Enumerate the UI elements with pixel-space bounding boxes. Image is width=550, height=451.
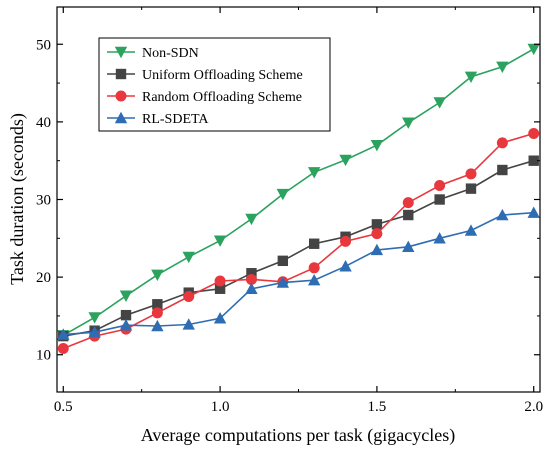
data-point [182,251,195,264]
data-point [307,167,321,179]
legend-marker [114,46,128,59]
y-tick-label: 30 [36,193,51,209]
data-point [527,43,540,56]
data-point [119,319,133,331]
series-line-2 [63,132,534,350]
data-point [339,260,352,272]
data-point [214,275,226,287]
series-3 [57,206,540,340]
data-point [339,154,352,167]
legend-entry-2: Random Offloading Scheme [107,90,302,105]
data-point [151,319,164,332]
data-point [152,299,163,310]
data-point [371,219,383,230]
series-0 [57,43,540,342]
data-point [371,228,383,240]
data-point [214,283,226,294]
data-point [402,197,414,209]
data-point [277,255,289,267]
data-point [307,274,321,286]
x-tick-label: 2.0 [524,399,543,415]
data-point [434,194,445,205]
data-point [496,208,509,221]
series-layer [57,43,540,355]
data-point [496,61,509,73]
data-point [57,343,69,355]
y-tick-label: 50 [36,37,51,53]
data-point [308,262,320,274]
y-tick-label: 40 [36,115,51,131]
legend-entry-1: Uniform Offloading Scheme [107,68,303,83]
legend-marker [115,68,127,80]
y-tick-label: 10 [36,348,51,364]
x-tick-label: 1.0 [211,399,230,415]
y-tick-label: 20 [36,270,51,286]
data-point [57,328,70,340]
x-tick-label: 0.5 [54,399,73,415]
series-line-0 [62,48,535,336]
data-point [120,309,132,321]
data-point [119,290,133,302]
legend-box [98,37,331,132]
data-point [402,240,415,253]
series-line-1 [63,159,534,337]
data-point [88,312,101,324]
data-point [370,243,384,256]
legend: Non-SDN Uniform Offloading Scheme Random O… [98,37,331,132]
data-point [433,97,446,109]
legend-label: Non-SDN [142,46,199,61]
legend-marker [115,90,127,102]
data-point [528,128,540,140]
series-2 [57,128,540,355]
data-point [434,180,446,192]
data-point [245,273,257,285]
data-point [464,224,478,236]
data-point [496,137,508,149]
legend-label: Random Offloading Scheme [142,90,302,105]
data-point [245,213,258,226]
data-point [151,307,163,319]
data-point [213,235,227,247]
data-point [276,276,290,288]
data-point [340,235,352,247]
data-point [465,168,477,180]
data-point [213,312,227,324]
data-point [246,268,257,279]
legend-entry-3: RL-SDETA [107,111,209,127]
ticks-layer: 0.5 1.0 1.5 2.0 10 20 30 40 50 [36,7,543,415]
series-line-3 [63,211,534,336]
data-point [245,282,258,294]
data-point [370,139,384,152]
legend-label: RL-SDETA [142,112,209,127]
legend-label: Uniform Offloading Scheme [142,68,303,83]
data-point [527,206,540,218]
x-axis-title: Average computations per task (gigacycle… [141,425,456,446]
legend-entry-0: Non-SDN [107,46,199,61]
legend-marker [114,111,128,124]
data-point [465,183,477,194]
data-point [464,71,478,84]
x-tick-label: 1.5 [368,399,387,415]
data-point [88,326,101,338]
data-point [433,232,446,244]
y-axis-title: Task duration (seconds) [7,113,28,285]
data-point [183,291,195,303]
data-point [182,318,195,330]
data-point [276,188,290,201]
data-point [528,155,539,166]
data-point [308,238,320,249]
data-point [403,209,414,221]
data-point [497,164,508,176]
data-point [151,269,164,281]
data-point [402,117,415,129]
